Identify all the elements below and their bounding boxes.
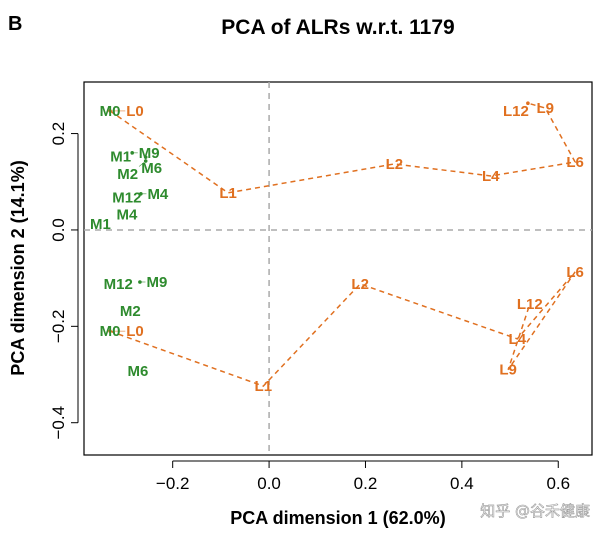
x-axis-label: PCA dimension 1 (62.0%) <box>230 508 445 528</box>
point-label-l4: L4 <box>482 168 500 185</box>
point-label-l1: L1 <box>219 185 237 202</box>
point-label-m4: M4 <box>147 186 168 203</box>
x-tick-label: 0.0 <box>257 474 281 493</box>
point-label-m1: M1 <box>90 216 111 233</box>
x-tick-label: 0.4 <box>450 474 474 493</box>
x-tick-label: 0.2 <box>354 474 378 493</box>
point-label-l9: L9 <box>536 100 554 117</box>
y-axis-label: PCA dimension 2 (14.1%) <box>8 160 28 375</box>
point-label-l0: L0 <box>126 103 144 120</box>
chart-title: PCA of ALRs w.r.t. 1179 <box>221 16 454 39</box>
point-label-l12: L12 <box>517 296 543 313</box>
panel-label: B <box>8 13 22 35</box>
point-label-m9: M9 <box>139 145 160 162</box>
point-label-m1: M1 <box>110 149 131 166</box>
point-label-l6: L6 <box>566 154 584 171</box>
y-tick-label: −0.4 <box>49 406 68 440</box>
point-label-m2: M2 <box>120 303 141 320</box>
x-tick-label: −0.2 <box>156 474 190 493</box>
watermark: 知乎 @谷禾健康 <box>480 502 590 520</box>
point-label-l9: L9 <box>499 362 517 379</box>
point-label-m4: M4 <box>116 207 137 224</box>
point-label-m0: M0 <box>100 103 121 120</box>
y-tick-label: −0.2 <box>49 310 68 344</box>
point-label-m2: M2 <box>117 166 138 183</box>
point-label-l2: L2 <box>386 156 404 173</box>
trajectory-line <box>109 102 577 194</box>
y-tick-label: 0.0 <box>49 218 68 242</box>
y-tick-label: 0.2 <box>49 122 68 146</box>
plot-frame <box>83 81 593 456</box>
trajectory-line <box>109 271 576 387</box>
point-label-l12: L12 <box>503 103 529 120</box>
leader-lines <box>108 101 530 333</box>
point-label-l2: L2 <box>351 276 369 293</box>
point-label-m0: M0 <box>100 323 121 340</box>
point-label-l1: L1 <box>255 378 273 395</box>
point-label-m6: M6 <box>128 363 149 380</box>
point-label-m12: M12 <box>104 276 133 293</box>
label-leader-line <box>138 160 146 167</box>
point-label-m12: M12 <box>112 190 141 207</box>
point-label-m6: M6 <box>141 160 162 177</box>
point-label-l4: L4 <box>509 331 527 348</box>
point-label-l6: L6 <box>566 264 584 281</box>
point-label-m9: M9 <box>146 274 167 291</box>
x-tick-label: 0.6 <box>546 474 570 493</box>
point-label-l0: L0 <box>126 323 144 340</box>
